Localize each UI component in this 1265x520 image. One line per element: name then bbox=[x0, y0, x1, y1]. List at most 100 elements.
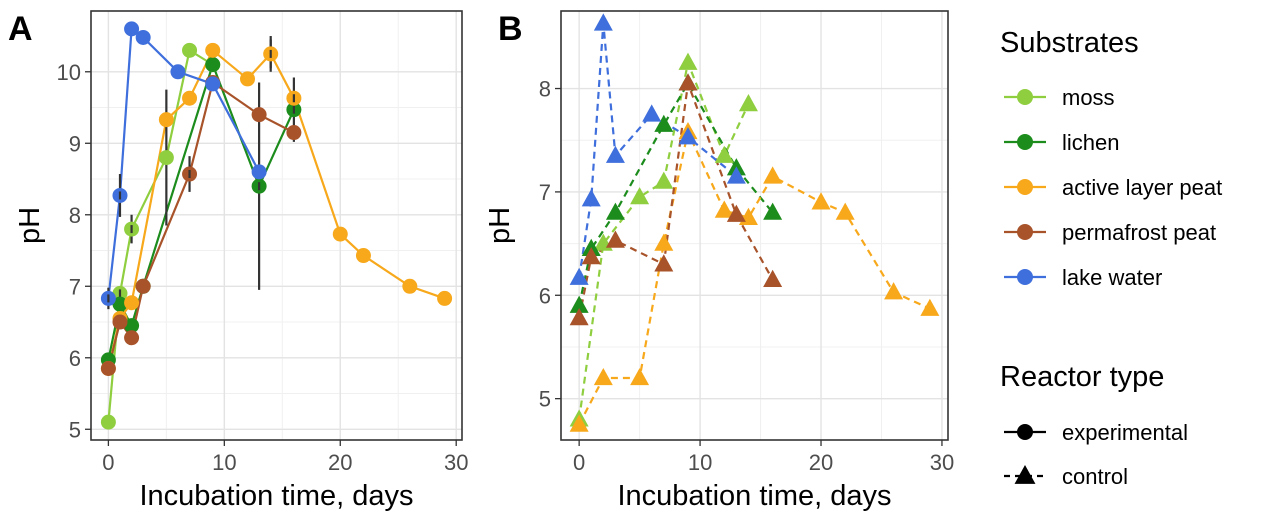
data-point-lichen bbox=[763, 202, 783, 220]
data-point-lake-water bbox=[251, 164, 267, 180]
legend-label: control bbox=[1062, 464, 1128, 489]
legend-key-marker bbox=[1017, 424, 1033, 440]
data-point-lake-water bbox=[135, 29, 151, 45]
data-point-permafrost-peat bbox=[135, 278, 151, 294]
data-point-permafrost-peat bbox=[100, 361, 116, 376]
y-tick-label: 5 bbox=[539, 387, 551, 412]
legend-key-marker bbox=[1014, 465, 1036, 484]
legend-label: experimental bbox=[1062, 420, 1188, 445]
data-point-lake-water bbox=[569, 267, 589, 285]
y-tick-label: 7 bbox=[69, 274, 81, 299]
legend-key-marker bbox=[1017, 269, 1033, 285]
x-tick-label: 0 bbox=[573, 450, 585, 475]
x-tick-label: 20 bbox=[809, 450, 833, 475]
data-point-active-layer-peat bbox=[569, 414, 589, 432]
legend-key-marker bbox=[1017, 179, 1033, 195]
legend-item-lake-water: lake water bbox=[1004, 265, 1162, 290]
data-point-lichen bbox=[205, 57, 221, 73]
panel-a-grid bbox=[91, 11, 462, 440]
data-point-permafrost-peat bbox=[654, 254, 674, 272]
legend-key-marker bbox=[1017, 89, 1033, 105]
data-point-active-layer-peat bbox=[884, 282, 904, 300]
data-point-permafrost-peat bbox=[124, 330, 140, 346]
data-point-moss bbox=[158, 150, 174, 166]
data-point-permafrost-peat bbox=[678, 73, 698, 91]
panel-label-b: B bbox=[498, 10, 523, 48]
data-point-permafrost-peat bbox=[581, 247, 601, 265]
x-tick-label: 10 bbox=[212, 450, 236, 475]
panel-label-a: A bbox=[8, 10, 33, 48]
data-point-lake-water bbox=[678, 127, 698, 145]
data-point-lichen bbox=[654, 114, 674, 132]
panel-a-frame bbox=[90, 10, 463, 441]
legend-item-control: control bbox=[1004, 464, 1128, 489]
panel-a-background bbox=[91, 11, 462, 440]
data-point-active-layer-peat bbox=[158, 112, 174, 128]
data-point-lichen bbox=[605, 202, 625, 220]
data-point-active-layer-peat bbox=[654, 233, 674, 251]
x-tick-label: 20 bbox=[328, 450, 352, 475]
data-point-active-layer-peat bbox=[630, 367, 650, 386]
legend: Substrates moss lichen active layer peat pe… bbox=[1000, 27, 1222, 489]
data-point-moss bbox=[630, 187, 650, 205]
legend-label: lake water bbox=[1062, 265, 1162, 290]
panel-b-markers bbox=[569, 13, 940, 432]
data-point-lake-water bbox=[593, 13, 613, 31]
data-point-lake-water bbox=[605, 145, 625, 163]
data-point-permafrost-peat bbox=[569, 308, 589, 326]
data-point-active-layer-peat bbox=[763, 166, 783, 184]
data-point-active-layer-peat bbox=[811, 192, 831, 210]
legend-reactor-title: Reactor type bbox=[1000, 361, 1164, 393]
data-point-lake-water bbox=[124, 21, 140, 37]
y-tick-label: 8 bbox=[69, 203, 81, 228]
data-point-moss bbox=[678, 52, 698, 70]
y-tick-label: 6 bbox=[539, 283, 551, 308]
legend-item-experimental: experimental bbox=[1004, 420, 1188, 445]
panel-b-y-axis-title: pH bbox=[484, 207, 516, 244]
data-point-active-layer-peat bbox=[402, 278, 418, 294]
data-point-permafrost-peat bbox=[605, 230, 625, 248]
y-tick-label: 8 bbox=[539, 77, 551, 102]
x-tick-label: 0 bbox=[102, 450, 114, 475]
panel-b-x-axis-title: Incubation time, days bbox=[617, 480, 891, 512]
y-tick-label: 7 bbox=[539, 180, 551, 205]
panel-a-ticks: 0 10 20 30 5 6 7 8 9 10 bbox=[57, 60, 469, 475]
data-point-active-layer-peat bbox=[124, 295, 140, 311]
panel-b-background bbox=[561, 11, 948, 440]
x-tick-label: 30 bbox=[930, 450, 954, 475]
data-point-lake-water bbox=[581, 189, 601, 207]
data-point-permafrost-peat bbox=[286, 125, 302, 141]
y-tick-label: 5 bbox=[69, 417, 81, 442]
data-point-active-layer-peat bbox=[437, 290, 453, 306]
data-point-active-layer-peat bbox=[714, 200, 734, 218]
legend-label: moss bbox=[1062, 85, 1115, 110]
data-point-active-layer-peat bbox=[205, 42, 221, 58]
data-point-lichen bbox=[124, 318, 140, 334]
data-point-permafrost-peat bbox=[726, 204, 746, 222]
legend-item-moss: moss bbox=[1004, 85, 1115, 110]
legend-reactor: experimental control bbox=[1004, 420, 1188, 489]
data-point-active-layer-peat bbox=[355, 248, 371, 264]
y-tick-label: 9 bbox=[69, 131, 81, 156]
data-point-active-layer-peat bbox=[593, 367, 613, 386]
x-tick-label: 30 bbox=[444, 450, 468, 475]
panel-a-plot: 0 10 20 30 5 6 7 8 9 10 Incubation time, days pH bbox=[14, 10, 469, 512]
data-point-lake-water bbox=[642, 104, 662, 122]
x-tick-label: 10 bbox=[688, 450, 712, 475]
data-point-lake-water bbox=[205, 76, 221, 92]
data-point-permafrost-peat bbox=[763, 269, 783, 287]
legend-key-marker bbox=[1017, 134, 1033, 150]
y-tick-label: 6 bbox=[69, 346, 81, 371]
data-point-moss bbox=[654, 171, 674, 189]
legend-key-marker bbox=[1017, 224, 1033, 240]
data-point-lake-water bbox=[726, 166, 746, 184]
legend-label: permafrost peat bbox=[1062, 220, 1216, 245]
legend-item-lichen: lichen bbox=[1004, 130, 1119, 155]
data-point-active-layer-peat bbox=[920, 298, 940, 316]
data-point-active-layer-peat bbox=[240, 71, 256, 87]
panel-a-markers bbox=[100, 21, 453, 430]
panel-b-plot: 0 10 20 30 5 6 7 8 Incubation time, days pH bbox=[484, 10, 954, 512]
legend-substrates-title: Substrates bbox=[1000, 27, 1139, 59]
legend-item-permafrost-peat: permafrost peat bbox=[1004, 220, 1216, 245]
